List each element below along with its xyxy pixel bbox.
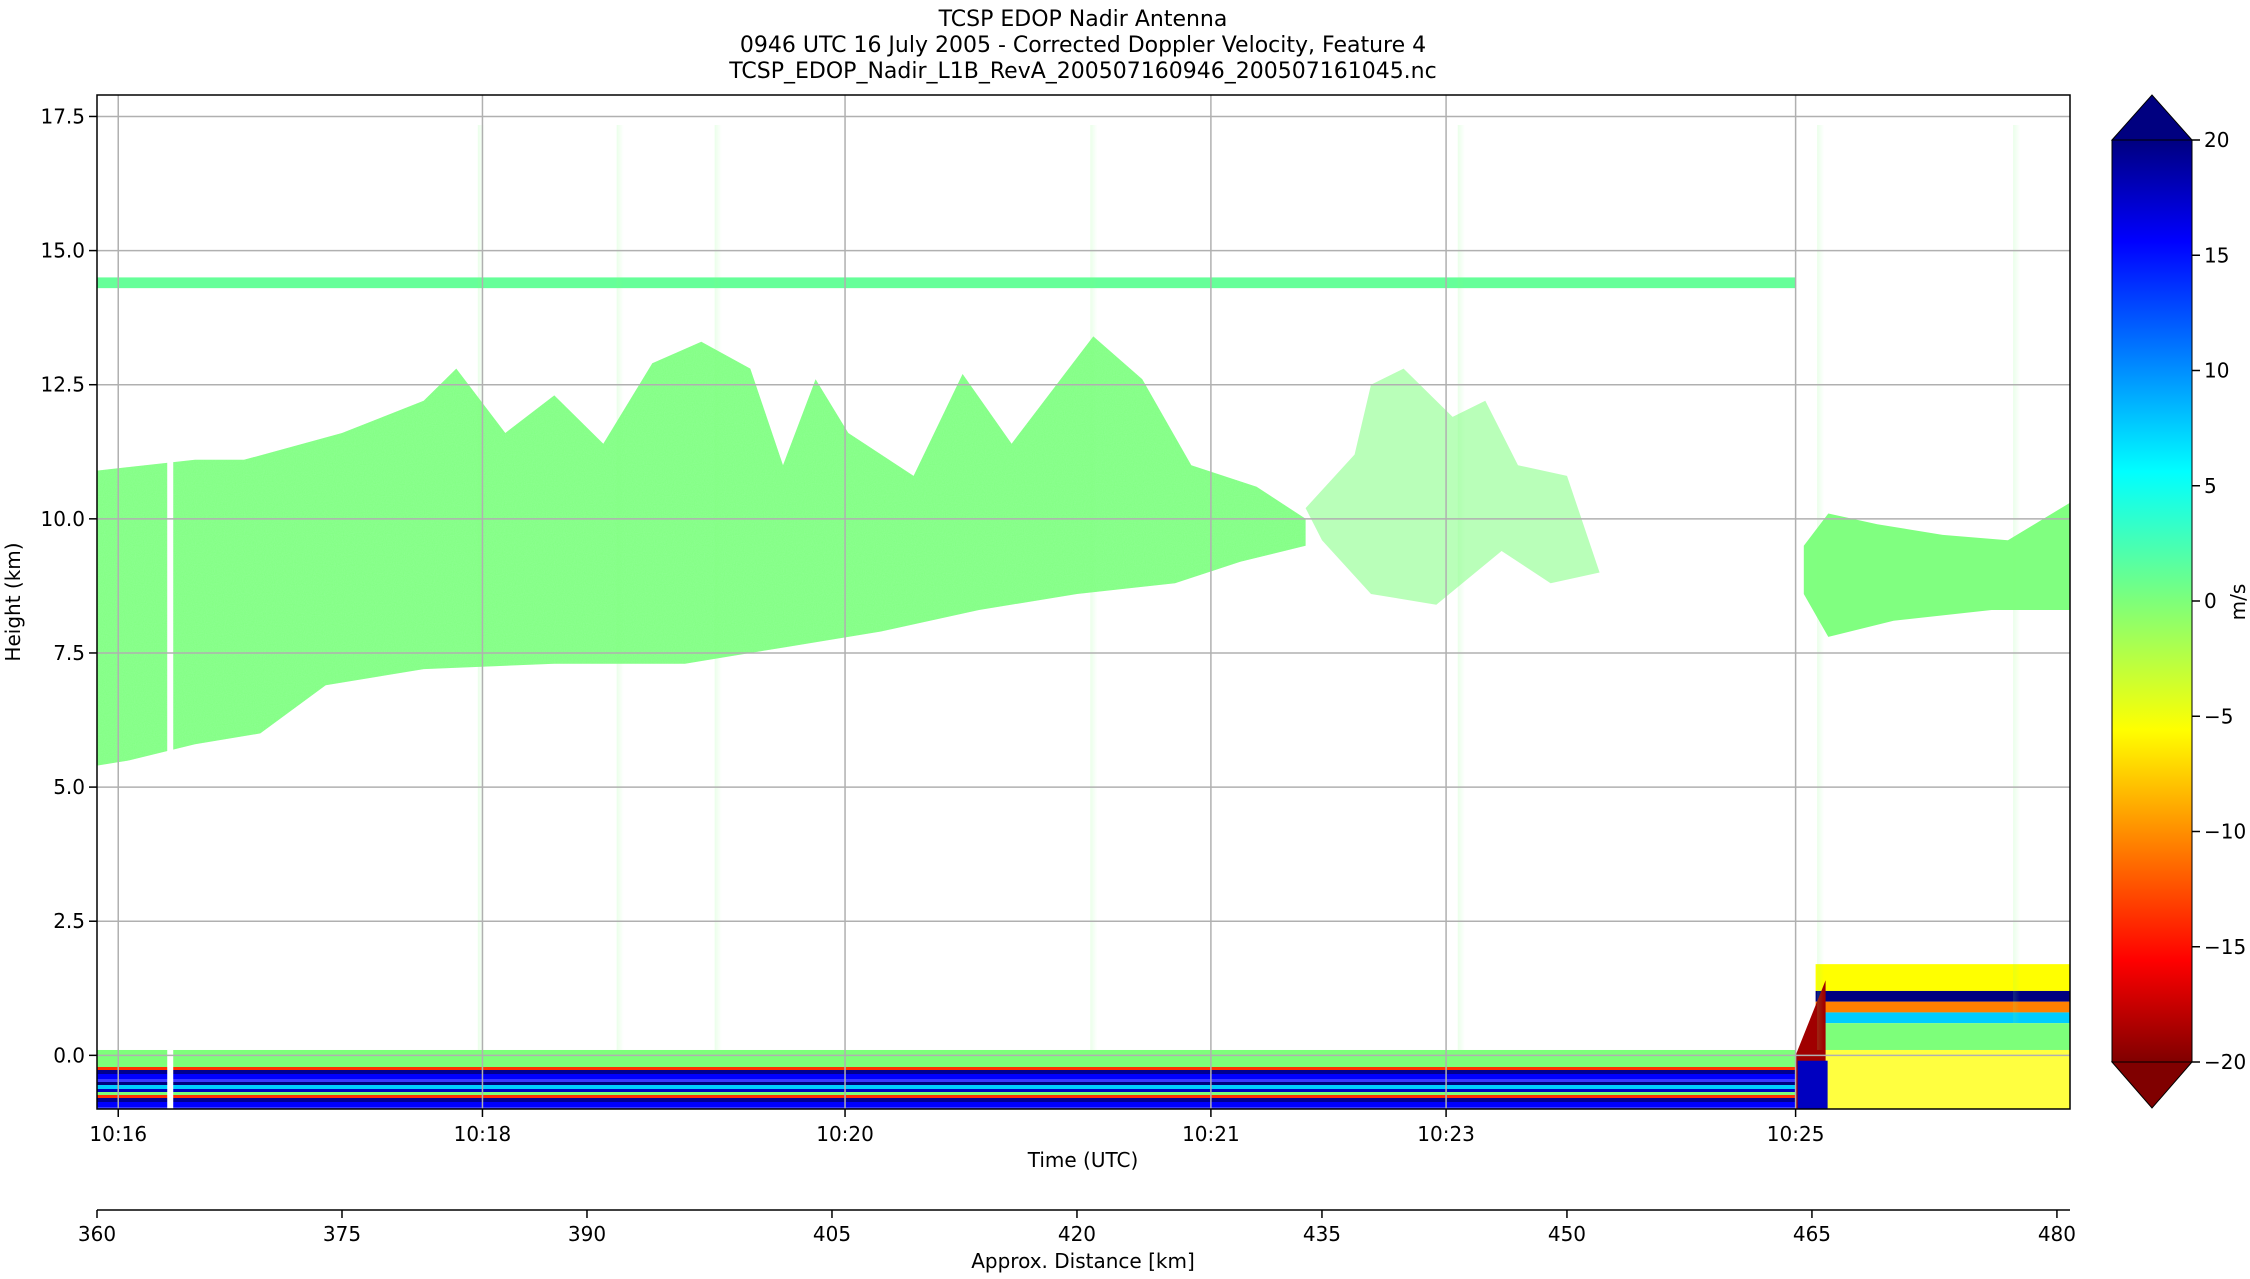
x-tick-label: 10:23 (1417, 1122, 1475, 1146)
distance-tick-label: 480 (2038, 1222, 2076, 1246)
surface-east-band (1815, 1049, 2070, 1109)
surface-east-band (1815, 964, 2070, 991)
y-tick-label: 10.0 (40, 507, 85, 531)
colorbar-tick-label: −5 (2204, 704, 2233, 728)
x-tick-label: 10:20 (816, 1122, 874, 1146)
y-tick-label: 2.5 (53, 909, 85, 933)
surface-east-band (1815, 1012, 2070, 1024)
feature-anvil-texture (97, 336, 1306, 766)
noise-streak (2013, 125, 2021, 1050)
surface-data-gap (167, 1049, 174, 1109)
grid (97, 95, 2070, 1109)
distance-tick-label: 360 (78, 1222, 116, 1246)
plot-area (97, 95, 2070, 1109)
surface-east-edge-blue (1797, 1060, 1828, 1109)
noise-streak (477, 125, 485, 1050)
colorbar-tick-label: −15 (2204, 935, 2246, 959)
distance-tick-label: 450 (1548, 1222, 1586, 1246)
surface-east-band (1815, 990, 2070, 1002)
distance-tick-label: 375 (323, 1222, 361, 1246)
colorbar-label: m/s (2226, 584, 2250, 621)
feature-surface-echo (97, 1065, 1796, 1109)
distance-tick-label: 405 (813, 1222, 851, 1246)
colorbar-tick-label: 15 (2204, 243, 2229, 267)
noise-streak (1817, 125, 1825, 1050)
chart-title-line-3: TCSP_EDOP_Nadir_L1B_RevA_200507160946_20… (728, 59, 1436, 84)
colorbar-tick-label: 5 (2204, 474, 2217, 498)
colorbar-tick-label: −10 (2204, 820, 2246, 844)
x-tick-label: 10:25 (1767, 1122, 1825, 1146)
y-tick-label: 0.0 (53, 1043, 85, 1067)
data-gap (167, 95, 174, 1109)
chart-title-line-2: 0946 UTC 16 July 2005 - Corrected Dopple… (740, 33, 1426, 58)
noise-streak (1090, 125, 1098, 1050)
x-tick-label: 10:16 (89, 1122, 147, 1146)
colorbar-tick-label: 20 (2204, 128, 2229, 152)
echo-features (97, 95, 2070, 1109)
y-tick-label: 12.5 (40, 373, 85, 397)
x-tick-label: 10:18 (454, 1122, 512, 1146)
chart-title-line-1: TCSP EDOP Nadir Antenna (938, 7, 1228, 32)
distance-tick-label: 435 (1303, 1222, 1341, 1246)
colorbar-tick-label: 0 (2204, 589, 2217, 613)
noise-streak (616, 125, 624, 1050)
distance-tick-label: 465 (1793, 1222, 1831, 1246)
surface-east-band (1815, 1001, 2070, 1013)
y-tick-label: 15.0 (40, 239, 85, 263)
surface-east-band (1815, 1023, 2070, 1050)
colorbar-extend-bottom (2110, 1061, 2194, 1109)
feature-surface-echo-top (97, 1049, 1796, 1066)
y-tick-label: 17.5 (40, 104, 85, 128)
x-axis-distance: 360 375 390 405 420 435 450 465 480 (78, 1210, 2076, 1246)
feature-tropopause-echo (97, 277, 1796, 289)
noise-streak (714, 125, 722, 1050)
x-tick-label: 10:21 (1182, 1122, 1240, 1146)
colorbar: −20 −15 −10 −5 0 5 10 15 20 (2110, 94, 2246, 1109)
y-tick-label: 5.0 (53, 775, 85, 799)
colorbar-extend-top (2110, 94, 2194, 141)
colorbar-tick-label: −20 (2204, 1050, 2246, 1074)
distance-tick-label: 390 (568, 1222, 606, 1246)
distance-tick-label: 420 (1058, 1222, 1096, 1246)
feature-cloud-aloft (1305, 368, 1600, 605)
y-axis: 0.0 2.5 5.0 7.5 10.0 12.5 15.0 17.5 (40, 104, 97, 1067)
y-axis-label: Height (km) (1, 542, 25, 661)
noise-streak (1457, 125, 1465, 1050)
colorbar-ticks: −20 −15 −10 −5 0 5 10 15 20 (2192, 128, 2246, 1074)
x-axis-time: 10:16 10:18 10:20 10:21 10:23 10:25 (89, 1109, 1824, 1146)
y-tick-label: 7.5 (53, 641, 85, 665)
colorbar-body (2111, 139, 2193, 1063)
colorbar-tick-label: 10 (2204, 359, 2229, 383)
x-axis-label: Time (UTC) (1027, 1148, 1139, 1172)
plot-frame (96, 94, 2071, 1110)
feature-cloud-east (1803, 502, 2070, 637)
distance-axis-label: Approx. Distance [km] (971, 1249, 1195, 1273)
